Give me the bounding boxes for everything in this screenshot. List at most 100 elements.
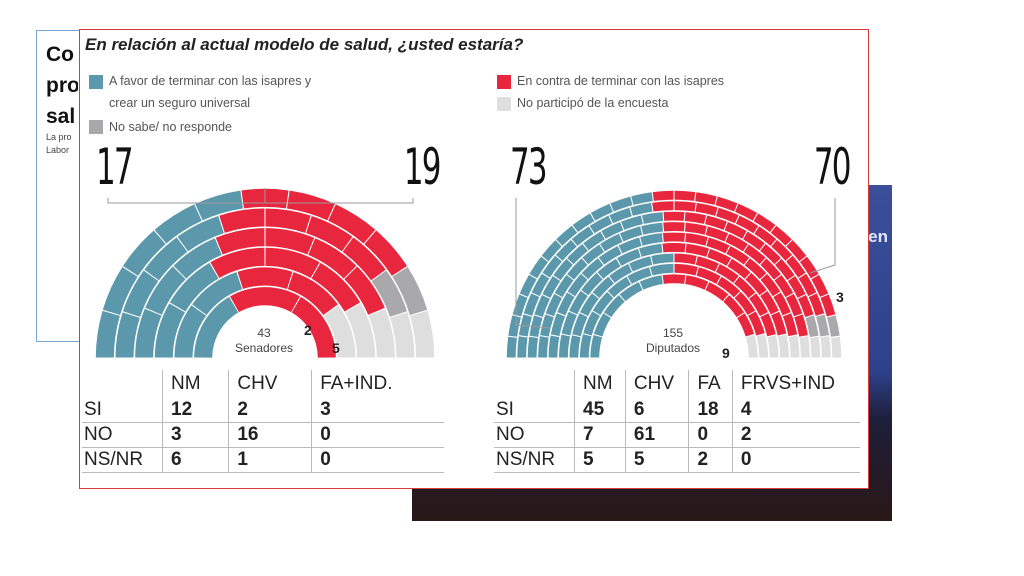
diputados-seat [715, 264, 739, 283]
table-row-label: SI [82, 398, 163, 423]
diputados-seat [541, 240, 562, 262]
article-title[interactable]: Co pro sal [46, 43, 78, 128]
table-row: NS/NR 5 5 2 0 [494, 447, 860, 473]
senado-seat [169, 262, 219, 312]
diputados-seat [760, 258, 781, 280]
senado-seat [174, 305, 207, 358]
diputados-seat [743, 244, 766, 265]
diputados-seat [707, 248, 732, 266]
diputados-seat [662, 232, 686, 242]
table-row-label: NO [494, 422, 575, 448]
diputados-seat [771, 239, 793, 261]
senado-bracket [107, 188, 266, 204]
diputados-seat [603, 295, 625, 318]
diputados-seat [745, 272, 767, 296]
diputados-seat [550, 313, 566, 337]
photo-caption-text: en [868, 227, 888, 246]
diputados-seat [760, 243, 781, 265]
diputados-seat [580, 293, 599, 317]
senado-seat [390, 312, 415, 358]
diputados-total-label: 155 Diputados [635, 326, 711, 356]
table-column-header: FA [688, 370, 733, 398]
diputados-seat [785, 293, 803, 317]
chart-title: En relación al actual modelo de salud, ¿… [85, 35, 524, 54]
diputados-seat [555, 239, 577, 261]
senado-seat [210, 247, 265, 278]
diputados-seat [540, 314, 554, 337]
diputados-seat [663, 211, 685, 221]
article-snippet: La pro Labor [46, 132, 72, 155]
diputados-seat [674, 263, 698, 276]
diputados-seat [597, 258, 621, 279]
table-column-header: FA+IND. [311, 370, 444, 398]
diputados-seat [621, 215, 643, 230]
diputados-contra-leader [809, 198, 836, 274]
table-cell: 2 [228, 398, 312, 423]
diputados-seat [531, 273, 550, 297]
diputados-seat [773, 292, 791, 316]
diputados-seat [760, 290, 779, 315]
senado-seat [115, 312, 140, 358]
table-cell: 7 [574, 422, 626, 448]
senado-favor-count: 17 [96, 138, 134, 196]
diputados-seat [775, 258, 795, 281]
diputados-seat [609, 264, 633, 283]
table-row: NO 3 16 0 [82, 422, 444, 448]
diputados-seat [684, 212, 707, 224]
table-row-label: NO [82, 422, 163, 448]
diputados-seat [770, 225, 792, 246]
senado-seat [344, 266, 385, 315]
diputados-seat [749, 293, 768, 317]
diputados-seat [589, 215, 613, 234]
diputados-seat [705, 282, 729, 302]
diputados-seat [662, 274, 686, 284]
legend-ns-label: No sabe/ no responde [109, 120, 233, 134]
diputados-seat [569, 335, 581, 358]
diputados-seat [572, 313, 588, 337]
diputados-seat [662, 243, 686, 253]
diputados-seat [607, 276, 631, 298]
diputados-seat [583, 231, 605, 251]
table-cell: 5 [624, 447, 689, 473]
senado-seat [145, 266, 186, 315]
diputados-seat [695, 202, 718, 216]
senado-contra-count: 19 [404, 138, 442, 196]
senado-seat [265, 247, 320, 278]
table-cell: 0 [311, 422, 444, 448]
senado-seat [308, 238, 357, 279]
senado-ns-count: 2 [304, 322, 312, 338]
diputados-seat [716, 207, 739, 224]
senado-seat [311, 262, 361, 312]
diputados-seat [572, 213, 595, 233]
table-cell: 0 [731, 447, 860, 473]
diputados-seat [706, 237, 730, 254]
table-row: NS/NR 6 1 0 [82, 447, 444, 473]
senado-seat [287, 272, 338, 316]
diputados-seat [618, 237, 642, 254]
diputados-no-participo-count: 9 [722, 345, 730, 361]
diputados-seat [786, 255, 806, 278]
senado-seat [323, 305, 356, 358]
diputados-seat [542, 255, 562, 278]
table-cell: 2 [688, 447, 733, 473]
diputados-seat [788, 335, 800, 358]
senado-seat [192, 272, 243, 316]
diputados-seat [556, 225, 578, 246]
table-cell: 12 [161, 398, 229, 423]
diputados-ns-count: 3 [836, 289, 844, 305]
diputados-seat [674, 201, 696, 212]
table-cell: 2 [731, 422, 860, 448]
diputados-seat [593, 313, 611, 337]
senado-seat [215, 228, 265, 255]
senado-chamber-name: Senadores [234, 341, 294, 355]
table-cell: 0 [688, 422, 733, 448]
diputados-seat [598, 245, 622, 265]
table-row-label: NS/NR [82, 447, 163, 473]
senado-seat [392, 266, 428, 315]
diputados-seat [627, 267, 652, 284]
diputados-seat [717, 276, 741, 298]
diputados-seat [609, 207, 632, 224]
table-corner [494, 370, 575, 398]
diputados-seat [581, 258, 604, 280]
diputados-seat [538, 336, 549, 358]
